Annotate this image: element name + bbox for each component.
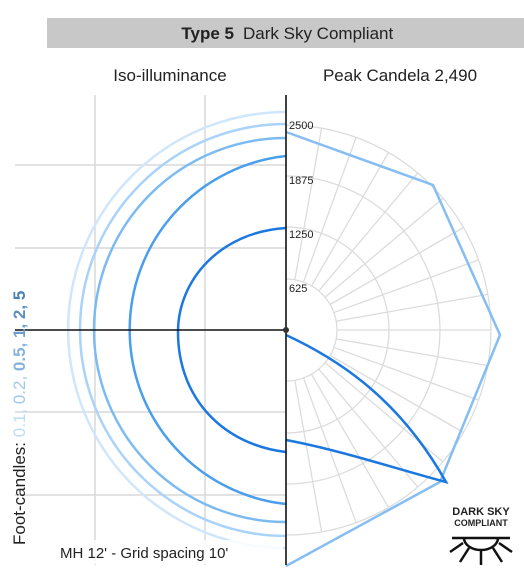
- polar-grid-line: [333, 346, 479, 401]
- footer-bg: [55, 540, 283, 564]
- left-title: Iso-illuminance: [113, 66, 226, 85]
- badge-icon: [449, 536, 513, 565]
- polar-grid-line: [310, 152, 390, 287]
- polar-grid-line: [329, 354, 464, 434]
- candela-curves: [285, 130, 502, 568]
- legend-label: Foot-candles:: [10, 442, 29, 545]
- polar-grid-line: [318, 172, 419, 292]
- polar-grid-line: [310, 373, 390, 508]
- badge-line: DARK SKY: [452, 506, 510, 518]
- header-bar: [47, 18, 524, 48]
- candela-plot: [285, 130, 502, 568]
- polar-grid-line: [336, 338, 488, 367]
- polar-grid-line: [336, 293, 488, 322]
- footer: MH 12' - Grid spacing 10': [60, 545, 228, 562]
- ring-label: 625: [289, 283, 307, 295]
- polar-grid-line: [302, 137, 357, 283]
- legend-value: 2,: [10, 305, 29, 319]
- header-type: Type 5: [181, 24, 234, 43]
- legend: Foot-candles: 0.1, 0.2, 0.5, 1, 2, 5: [10, 291, 29, 545]
- polar-grid-line: [333, 259, 479, 314]
- right-title: Peak Candela 2,490: [323, 66, 477, 85]
- polar-grid-line: [318, 368, 419, 488]
- polar-grid-line: [294, 380, 323, 532]
- ring-labels: 2500 1875 1250 625: [289, 120, 313, 295]
- iso-curve: [176, 226, 287, 454]
- legend-value: 0.2,: [10, 376, 29, 404]
- header-title: Dark Sky Compliant: [243, 24, 393, 43]
- polar-grid-line: [294, 128, 323, 280]
- badge: DARK SKY COMPLIANT: [449, 506, 513, 565]
- legend-value: 1,: [10, 324, 29, 338]
- ring-label: 1875: [289, 175, 313, 187]
- legend-value: 5: [10, 291, 29, 300]
- polar-grid-line: [324, 197, 444, 298]
- polar-grid-line: [285, 278, 338, 382]
- legend-value: 0.1,: [10, 409, 29, 437]
- candela-plot: [285, 333, 449, 484]
- polar-grid: [285, 124, 492, 536]
- polar-grid-line: [329, 226, 464, 306]
- ring-label: 2500: [289, 120, 313, 132]
- center: [283, 327, 289, 333]
- badge-line: COMPLIANT: [454, 518, 508, 528]
- legend-value: 0.5,: [10, 343, 29, 371]
- ring-label: 1250: [289, 229, 313, 241]
